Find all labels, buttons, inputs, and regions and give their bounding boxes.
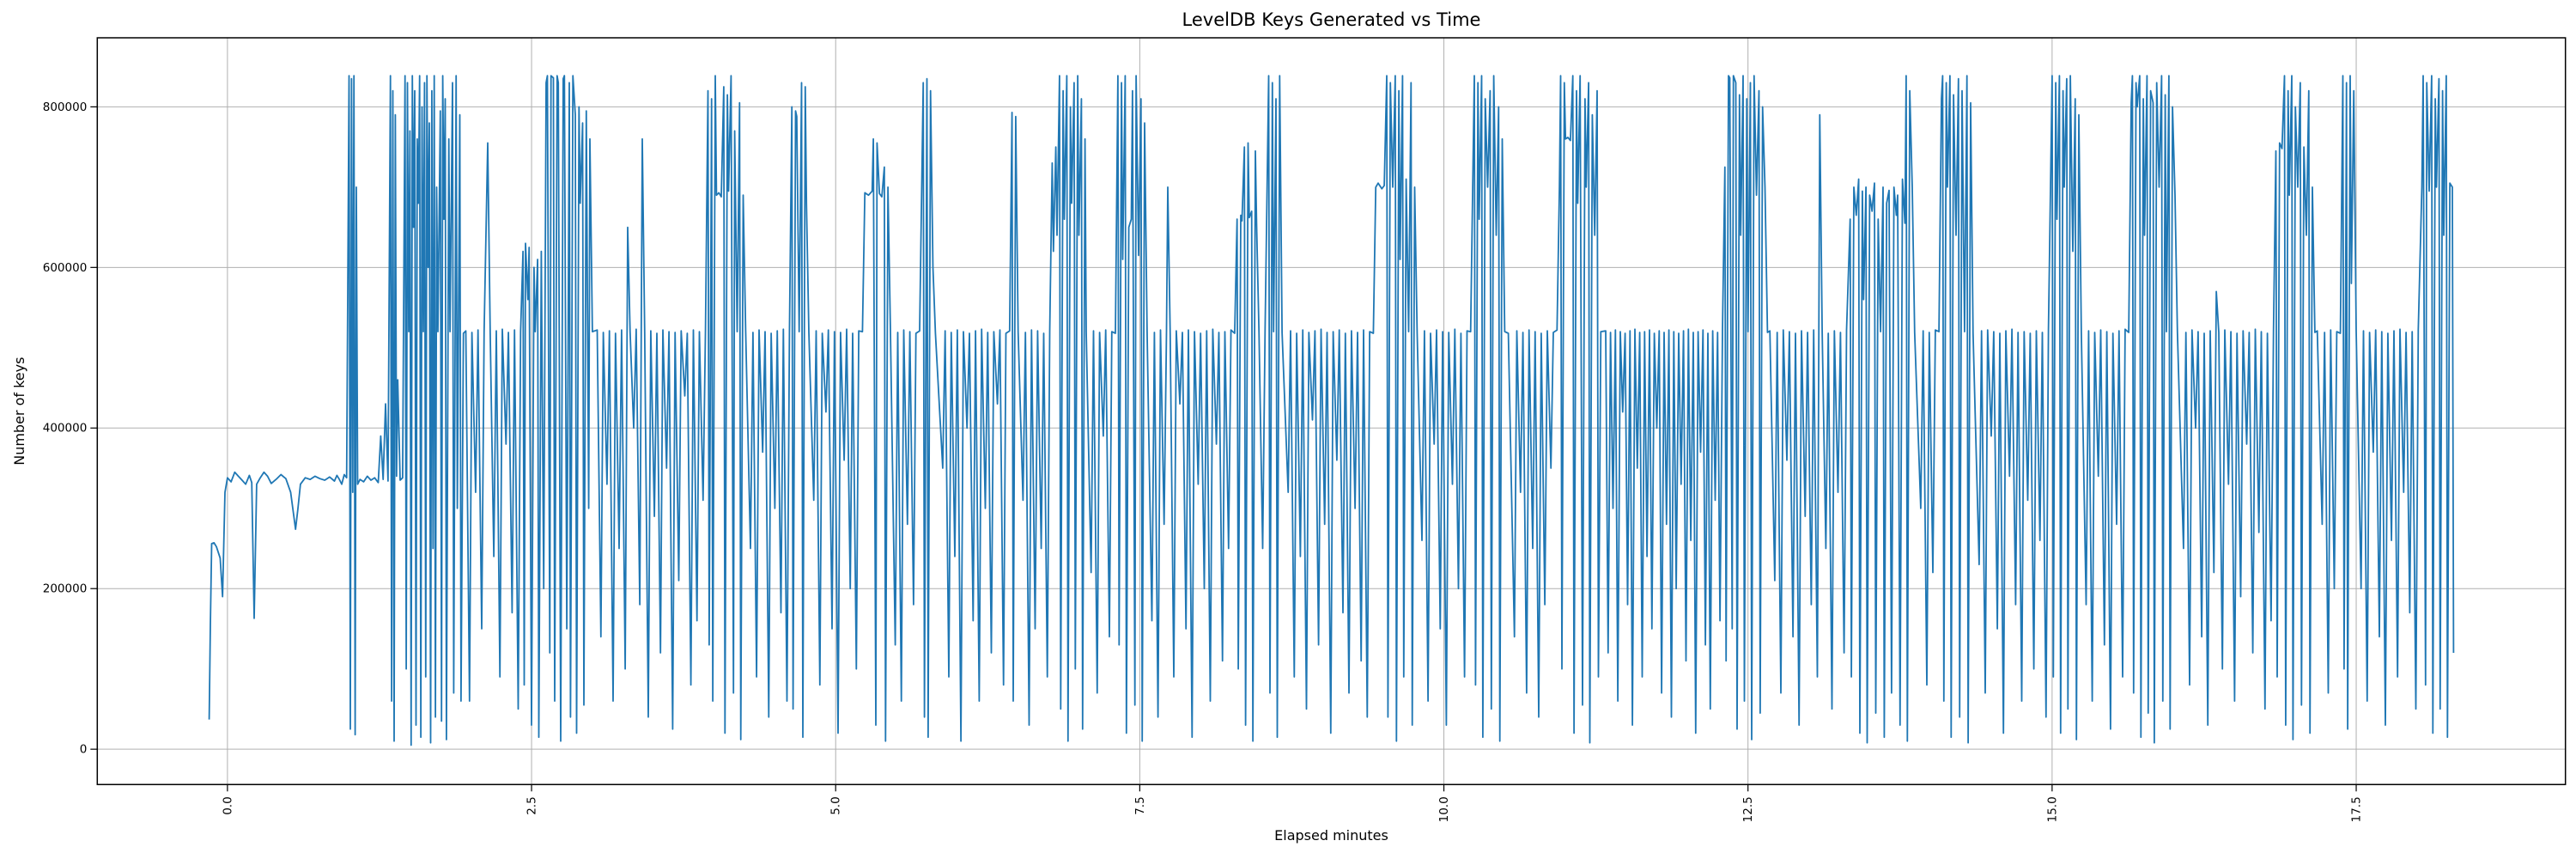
chart-title: LevelDB Keys Generated vs Time xyxy=(1182,9,1481,30)
tick-labels: 0.0 2.5 5.0 7.5 10.0 12.5 15.0 17.5 0 200000 40000… xyxy=(43,101,2364,823)
x-tick-label: 12.5 xyxy=(1741,796,1755,822)
x-axis-label: Elapsed minutes xyxy=(1274,827,1388,844)
x-tick-label: 10.0 xyxy=(1437,796,1451,822)
data-series xyxy=(208,75,2455,746)
y-tick-label: 800000 xyxy=(43,101,88,114)
y-tick-label: 0 xyxy=(80,743,88,757)
x-tick-label: 0.0 xyxy=(221,796,234,814)
x-tick-label: 17.5 xyxy=(2349,796,2363,822)
x-tick-label: 15.0 xyxy=(2045,796,2059,822)
y-tick-label: 200000 xyxy=(43,582,88,596)
axis-ticks xyxy=(90,106,2357,792)
x-tick-label: 2.5 xyxy=(526,796,539,814)
x-tick-label: 5.0 xyxy=(829,796,843,814)
plot-border xyxy=(96,37,2567,786)
y-tick-label: 600000 xyxy=(43,261,88,275)
x-tick-label: 7.5 xyxy=(1133,796,1147,814)
y-tick-label: 400000 xyxy=(43,422,88,436)
y-axis-label: Number of keys xyxy=(11,357,27,466)
series-line xyxy=(208,75,2455,746)
